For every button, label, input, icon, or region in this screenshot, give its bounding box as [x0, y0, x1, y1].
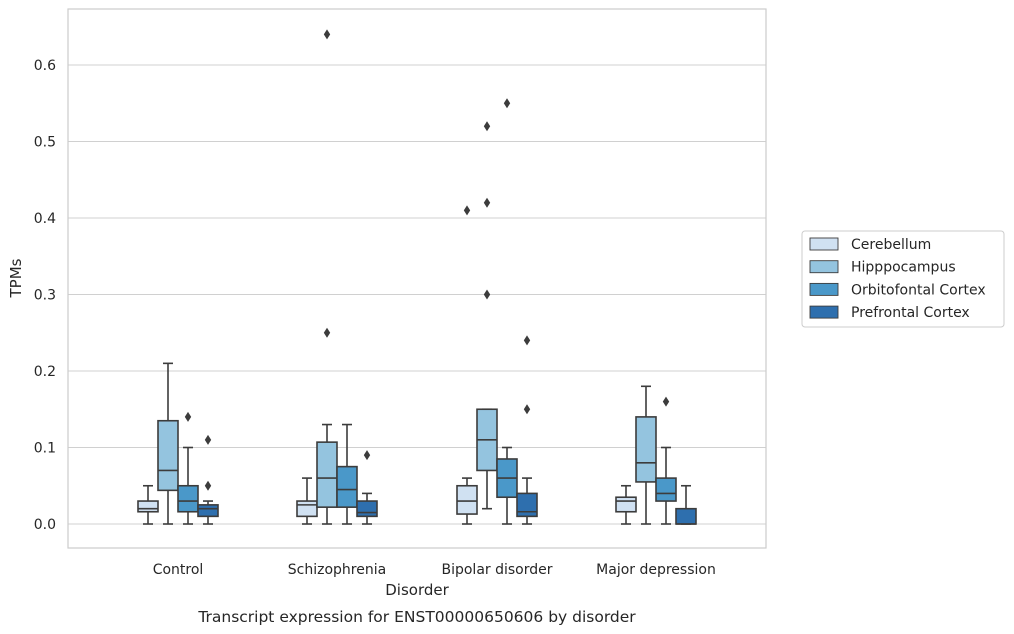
outlier-point — [503, 98, 511, 109]
outlier-point — [483, 289, 491, 300]
box-iqr — [635, 416, 657, 483]
x-tick-label: Major depression — [596, 562, 716, 578]
x-axis-title: Disorder — [385, 581, 449, 599]
outlier-point — [323, 29, 331, 40]
outlier-point — [363, 450, 371, 461]
legend-frame — [801, 230, 1005, 328]
y-tick-label: 0.0 — [34, 517, 56, 533]
outlier-point — [463, 205, 471, 216]
box-orbitofontal-cortex — [496, 98, 518, 525]
legend-label: Hipppocampus — [851, 260, 956, 276]
box-cerebellum — [296, 477, 318, 525]
outlier-point — [523, 404, 531, 415]
outlier-point — [483, 197, 491, 208]
y-tick-label: 0.5 — [34, 135, 56, 151]
legend-label: Cerebellum — [851, 237, 931, 253]
y-tick-label: 0.2 — [34, 364, 56, 380]
box-iqr — [356, 500, 378, 518]
outlier-point — [662, 396, 670, 407]
box-iqr — [336, 465, 358, 508]
box-iqr — [296, 500, 318, 518]
box-cerebellum — [456, 205, 478, 525]
legend-label: Prefrontal Cortex — [851, 305, 970, 321]
outlier-point — [483, 121, 491, 132]
x-axis-ticks: Control Schizophrenia Bipolar disorder Majo… — [153, 562, 716, 578]
chart-caption: Transcript expression for ENST0000065060… — [197, 608, 636, 626]
legend-swatch — [809, 260, 839, 274]
box-prefrontal-cortex — [516, 335, 538, 525]
box-iqr — [456, 484, 478, 515]
box-hipppocampus — [476, 121, 498, 510]
box-iqr — [177, 484, 199, 513]
box-hipppocampus — [635, 385, 657, 525]
box-prefrontal-cortex — [197, 434, 219, 525]
plot-frame — [67, 8, 767, 549]
plot-area — [137, 29, 697, 525]
y-tick-label: 0.4 — [34, 211, 56, 227]
outlier-point — [323, 327, 331, 338]
outlier-point — [204, 480, 212, 491]
y-axis-ticks: 0.0 0.1 0.2 0.3 0.4 0.5 0.6 — [34, 58, 56, 533]
outlier-point — [204, 434, 212, 445]
legend: Cerebellum Hipppocampus Orbitofontal Corte… — [801, 230, 1005, 328]
x-tick-label: Bipolar disorder — [441, 562, 552, 578]
outlier-point — [523, 335, 531, 346]
box-prefrontal-cortex — [675, 484, 697, 525]
x-tick-label: Control — [153, 562, 204, 578]
box-iqr — [615, 496, 637, 513]
box-hipppocampus — [316, 29, 338, 525]
legend-swatch — [809, 282, 839, 296]
box-orbitofontal-cortex — [177, 411, 199, 525]
box-iqr — [197, 504, 219, 518]
box-hipppocampus — [157, 362, 179, 525]
box-cerebellum — [615, 484, 637, 525]
box-iqr — [516, 492, 538, 518]
box-cerebellum — [137, 484, 159, 525]
box-prefrontal-cortex — [356, 450, 378, 525]
box-iqr — [675, 507, 697, 525]
y-tick-label: 0.3 — [34, 288, 56, 304]
box-iqr — [655, 477, 677, 502]
outlier-point — [184, 411, 192, 422]
legend-label: Orbitofontal Cortex — [851, 282, 986, 298]
box-iqr — [316, 441, 338, 508]
x-tick-label: Schizophrenia — [288, 562, 386, 578]
y-tick-label: 0.1 — [34, 441, 56, 457]
box-iqr — [137, 500, 159, 513]
legend-swatch — [809, 305, 839, 319]
legend-swatch — [809, 237, 839, 251]
y-tick-label: 0.6 — [34, 58, 56, 74]
y-axis-title: TPMs — [7, 258, 25, 298]
box-orbitofontal-cortex — [336, 423, 358, 525]
box-orbitofontal-cortex — [655, 396, 677, 525]
box-iqr — [157, 419, 179, 492]
